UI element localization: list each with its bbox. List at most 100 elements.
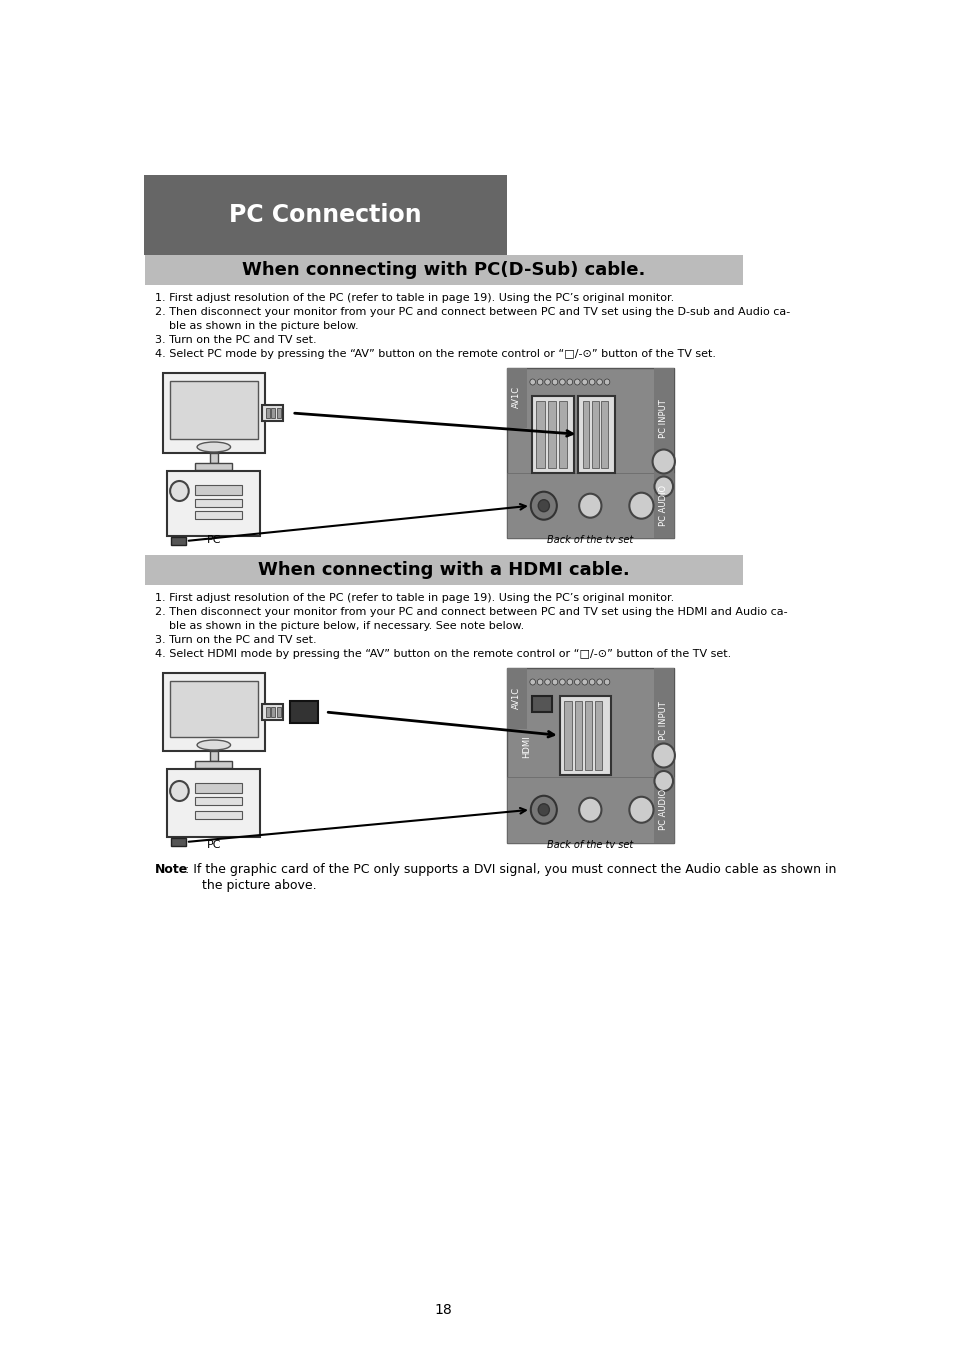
Bar xyxy=(195,761,233,768)
Ellipse shape xyxy=(589,379,595,385)
Bar xyxy=(210,751,217,761)
Ellipse shape xyxy=(654,477,672,497)
Text: 4. Select PC mode by pressing the “AV” button on the remote control or “□/-⊙” bu: 4. Select PC mode by pressing the “AV” b… xyxy=(155,350,716,359)
Text: When connecting with PC(D-Sub) cable.: When connecting with PC(D-Sub) cable. xyxy=(242,261,645,279)
Bar xyxy=(210,454,217,463)
Bar xyxy=(272,707,274,717)
Bar xyxy=(163,373,265,454)
Ellipse shape xyxy=(197,441,231,452)
Bar xyxy=(506,369,527,428)
Text: HDMI: HDMI xyxy=(522,736,531,759)
Text: 3. Turn on the PC and TV set.: 3. Turn on the PC and TV set. xyxy=(155,634,316,645)
Bar xyxy=(170,381,257,439)
Bar xyxy=(144,176,743,1195)
Ellipse shape xyxy=(197,740,231,751)
Bar xyxy=(195,463,233,470)
Text: PC: PC xyxy=(207,535,221,545)
Bar xyxy=(592,401,598,467)
Text: AV1C: AV1C xyxy=(512,687,521,709)
Ellipse shape xyxy=(589,679,595,684)
Ellipse shape xyxy=(654,771,672,791)
Bar xyxy=(506,474,673,539)
Ellipse shape xyxy=(629,493,653,518)
Bar xyxy=(595,701,601,769)
Bar xyxy=(170,680,257,737)
Bar xyxy=(266,408,270,418)
Text: PC: PC xyxy=(207,840,221,850)
Ellipse shape xyxy=(537,679,542,684)
Bar xyxy=(262,405,282,421)
Bar xyxy=(558,401,566,467)
Ellipse shape xyxy=(552,679,558,684)
Ellipse shape xyxy=(652,744,674,768)
Ellipse shape xyxy=(581,379,587,385)
Bar xyxy=(653,474,673,539)
Ellipse shape xyxy=(537,500,549,512)
Ellipse shape xyxy=(578,798,600,822)
Ellipse shape xyxy=(574,379,579,385)
Bar xyxy=(195,512,241,518)
Text: 18: 18 xyxy=(435,1303,452,1318)
Ellipse shape xyxy=(552,379,558,385)
Ellipse shape xyxy=(529,379,535,385)
Bar xyxy=(531,396,573,472)
Ellipse shape xyxy=(652,450,674,474)
Text: : If the graphic card of the PC only supports a DVI signal, you must connect the: : If the graphic card of the PC only sup… xyxy=(181,863,836,876)
Bar xyxy=(506,776,673,842)
Bar xyxy=(167,471,260,536)
Ellipse shape xyxy=(629,796,653,822)
Ellipse shape xyxy=(530,795,557,824)
Bar xyxy=(653,668,673,782)
Text: PC AUDIO: PC AUDIO xyxy=(659,485,667,526)
Bar xyxy=(531,697,552,711)
Ellipse shape xyxy=(566,379,572,385)
Bar xyxy=(171,838,186,846)
Bar xyxy=(171,537,186,545)
Bar xyxy=(578,396,615,472)
Text: 1. First adjust resolution of the PC (refer to table in page 19). Using the PC’s: 1. First adjust resolution of the PC (re… xyxy=(155,593,674,603)
Bar xyxy=(584,701,592,769)
Text: ble as shown in the picture below, if necessary. See note below.: ble as shown in the picture below, if ne… xyxy=(155,621,524,630)
Text: 4. Select HDMI mode by pressing the “AV” button on the remote control or “□/-⊙” : 4. Select HDMI mode by pressing the “AV”… xyxy=(155,649,731,659)
Bar xyxy=(559,697,610,775)
Text: ble as shown in the picture below.: ble as shown in the picture below. xyxy=(155,321,358,331)
Bar xyxy=(145,255,742,285)
Bar xyxy=(536,401,544,467)
Text: PC INPUT: PC INPUT xyxy=(659,400,667,439)
Bar xyxy=(167,769,260,837)
Text: 2. Then disconnect your monitor from your PC and connect between PC and TV set u: 2. Then disconnect your monitor from you… xyxy=(155,306,790,317)
Ellipse shape xyxy=(544,379,550,385)
Text: 3. Turn on the PC and TV set.: 3. Turn on the PC and TV set. xyxy=(155,335,316,346)
Bar xyxy=(262,703,282,720)
Text: Back of the tv set: Back of the tv set xyxy=(547,840,633,850)
Bar xyxy=(653,776,673,842)
Bar xyxy=(144,176,506,255)
Text: PC AUDIO: PC AUDIO xyxy=(659,790,667,830)
Text: PC Connection: PC Connection xyxy=(229,202,421,227)
Ellipse shape xyxy=(170,481,189,501)
Ellipse shape xyxy=(578,494,600,517)
Text: AV1C: AV1C xyxy=(512,386,521,408)
Ellipse shape xyxy=(537,379,542,385)
Text: PC INPUT: PC INPUT xyxy=(659,701,667,740)
Ellipse shape xyxy=(530,491,557,520)
Ellipse shape xyxy=(574,679,579,684)
Ellipse shape xyxy=(559,379,564,385)
Bar xyxy=(272,408,274,418)
Bar xyxy=(547,401,556,467)
Bar xyxy=(266,707,270,717)
Bar xyxy=(195,485,241,495)
Ellipse shape xyxy=(566,679,572,684)
Text: 1. First adjust resolution of the PC (refer to table in page 19). Using the PC’s: 1. First adjust resolution of the PC (re… xyxy=(155,293,674,302)
Text: When connecting with a HDMI cable.: When connecting with a HDMI cable. xyxy=(257,562,629,579)
Bar xyxy=(145,555,742,585)
Ellipse shape xyxy=(529,679,535,684)
Bar xyxy=(290,701,317,724)
Ellipse shape xyxy=(559,679,564,684)
Bar xyxy=(506,369,673,539)
Bar xyxy=(506,668,673,842)
Bar xyxy=(195,811,241,819)
Bar xyxy=(195,796,241,805)
Ellipse shape xyxy=(597,379,601,385)
Ellipse shape xyxy=(581,679,587,684)
